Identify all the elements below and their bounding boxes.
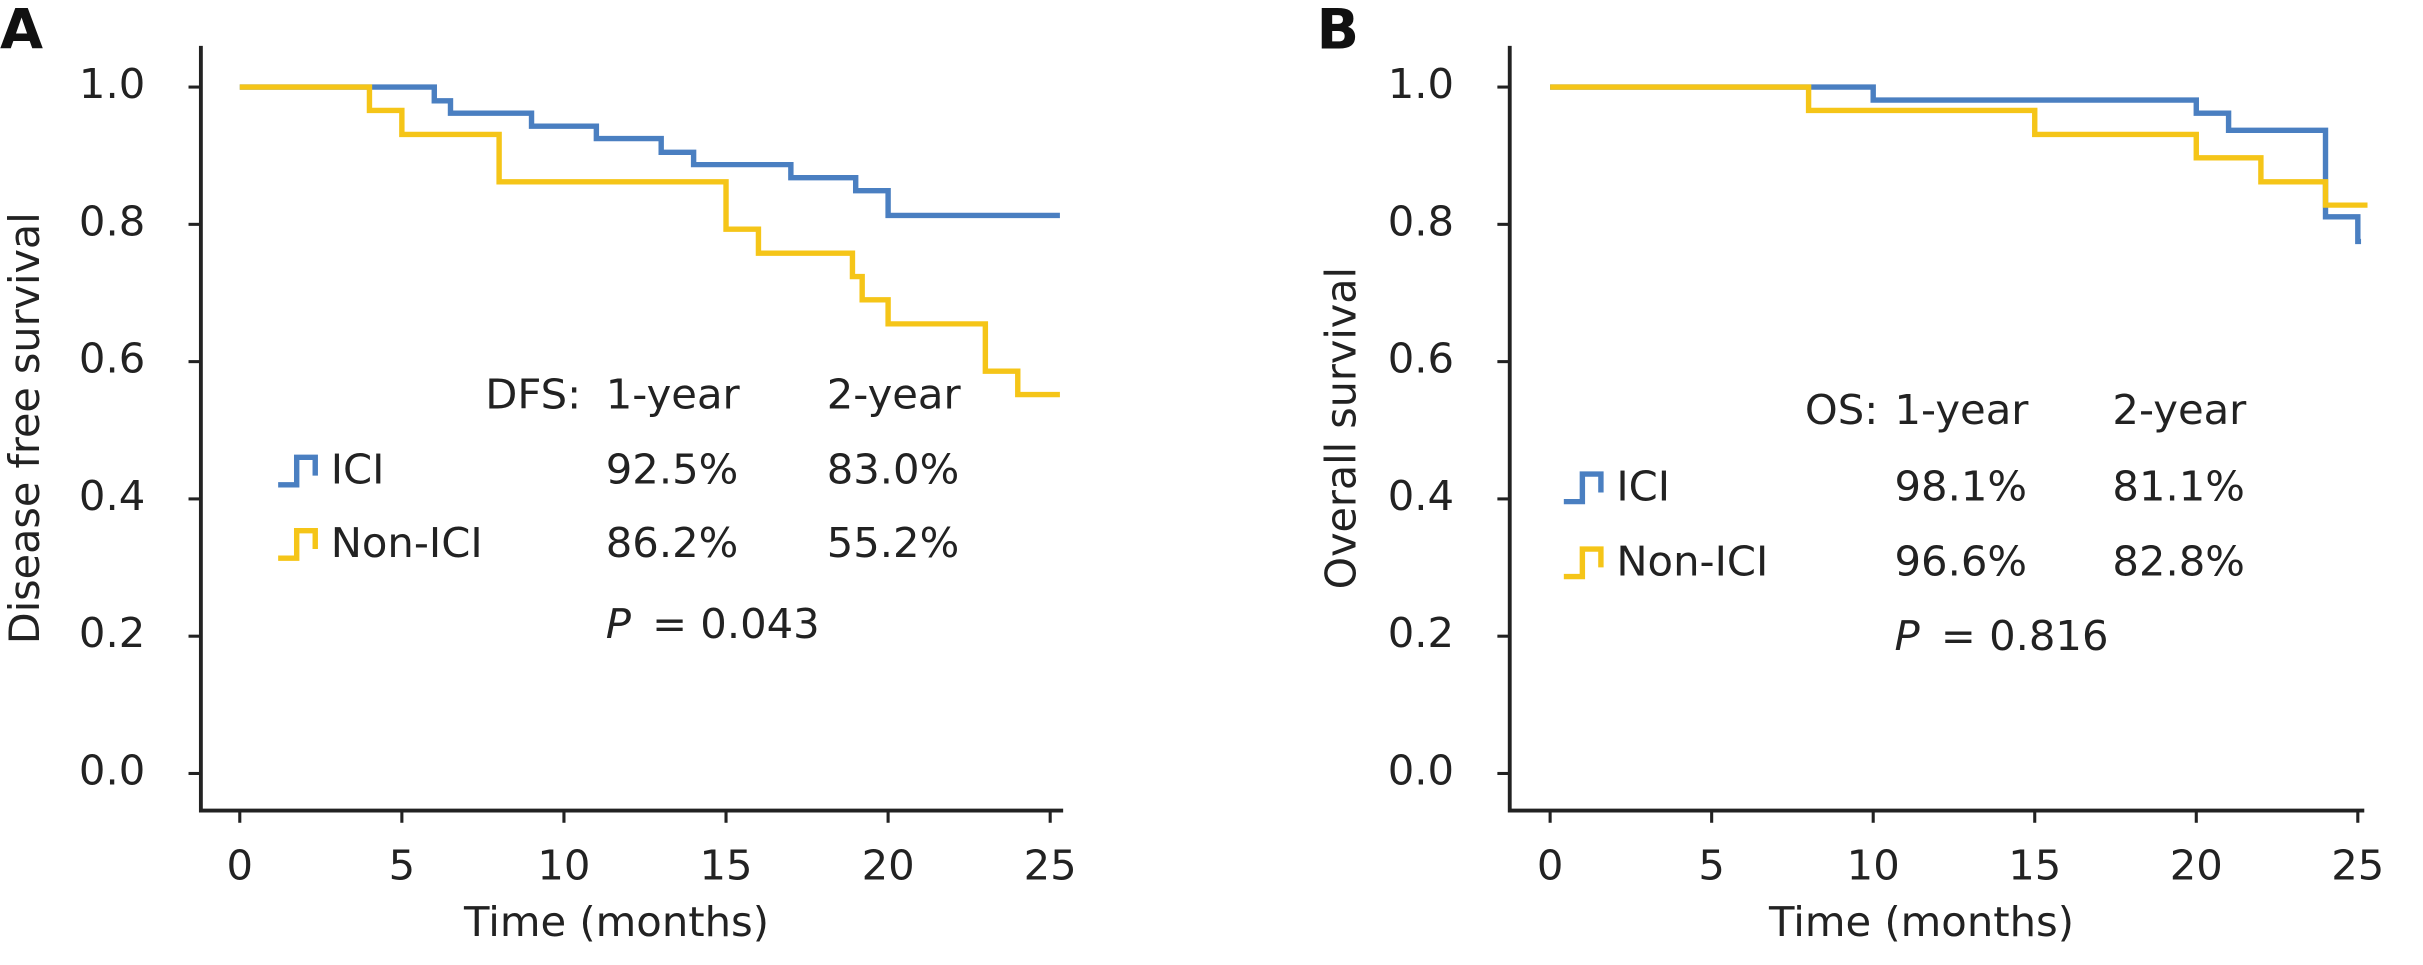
legend-label: ICI <box>1616 462 1670 511</box>
p-value: = 0.043 <box>652 599 820 648</box>
table-cell: 92.5% <box>606 445 739 494</box>
legend-label: ICI <box>331 445 385 494</box>
table-header: 1-year <box>606 370 741 419</box>
y-tick-label: 0.6 <box>79 334 145 383</box>
x-tick-label: 15 <box>2008 841 2061 890</box>
table-cell: 86.2% <box>606 518 739 567</box>
legend-swatch <box>278 527 318 561</box>
y-axis-label: Overall survival <box>1316 267 1365 589</box>
table-header: 2-year <box>2112 385 2247 434</box>
panel-label: B <box>1317 0 1359 63</box>
legend-label: Non-ICI <box>1616 536 1768 585</box>
y-tick-label: 1.0 <box>1388 59 1454 108</box>
table-header: OS: <box>1805 385 1878 434</box>
x-tick-label: 5 <box>389 841 416 890</box>
x-tick-label: 10 <box>1847 841 1900 890</box>
p-symbol: P <box>606 599 631 648</box>
table-cell: 82.8% <box>2112 536 2245 585</box>
y-axis-label: Disease free survival <box>0 212 49 644</box>
x-tick-label: 5 <box>1698 841 1725 890</box>
y-tick-label: 1.0 <box>79 59 145 108</box>
table-cell: 83.0% <box>827 445 960 494</box>
table-cell: 55.2% <box>827 518 960 567</box>
panel-label: A <box>0 0 43 63</box>
x-tick-label: 0 <box>227 841 254 890</box>
x-tick-label: 10 <box>537 841 590 890</box>
x-tick-label: 0 <box>1537 841 1564 890</box>
table-header: 1-year <box>1895 385 2030 434</box>
axis-line <box>1507 45 2365 813</box>
y-tick-label: 0.6 <box>1388 334 1454 383</box>
x-tick-label: 25 <box>2331 841 2384 890</box>
legend-swatch <box>278 454 318 488</box>
legend-swatch <box>1563 471 1604 505</box>
x-tick-label: 20 <box>862 841 915 890</box>
survival-curve <box>1550 84 2368 208</box>
p-value: = 0.816 <box>1941 611 2109 660</box>
x-tick-label: 15 <box>699 841 752 890</box>
y-tick-label: 0.4 <box>79 471 145 520</box>
table-cell: 96.6% <box>1895 536 2028 585</box>
legend-swatch <box>1563 546 1604 580</box>
x-tick-label: 25 <box>1024 841 1077 890</box>
table-header: DFS: <box>485 370 581 419</box>
x-axis-label: Time (months) <box>1768 897 2074 946</box>
x-axis-label: Time (months) <box>463 897 769 946</box>
y-tick-label: 0.0 <box>1388 746 1454 795</box>
table-cell: 98.1% <box>1895 462 2028 511</box>
p-symbol: P <box>1895 611 1920 660</box>
survival-curve <box>239 84 1060 398</box>
table-header: 2-year <box>827 370 962 419</box>
y-tick-label: 0.8 <box>79 196 145 245</box>
survival-curve <box>1550 84 2362 245</box>
legend-label: Non-ICI <box>331 518 483 567</box>
survival-curve <box>239 84 1060 219</box>
y-tick-label: 0.4 <box>1388 471 1454 520</box>
x-tick-label: 20 <box>2170 841 2223 890</box>
axis-line <box>198 45 1064 813</box>
table-cell: 81.1% <box>2112 462 2245 511</box>
y-tick-label: 0.8 <box>1388 196 1454 245</box>
y-tick-label: 0.2 <box>79 608 145 657</box>
y-tick-label: 0.0 <box>79 746 145 795</box>
y-tick-label: 0.2 <box>1388 608 1454 657</box>
